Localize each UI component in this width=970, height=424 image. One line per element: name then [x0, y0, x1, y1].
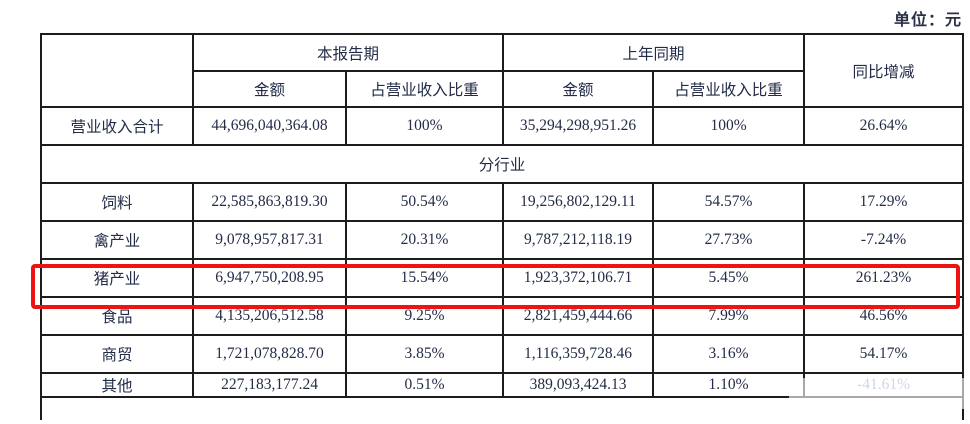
cell-current-share: 100% — [344, 106, 505, 146]
row-label: 其他 — [40, 372, 194, 398]
table-row-other: 其他 227,183,177.24 0.51% 389,093,424.13 1… — [40, 372, 965, 398]
corner-blank-cell — [40, 33, 194, 108]
cell-yoy: 54.17% — [803, 334, 965, 374]
row-label: 禽产业 — [40, 220, 194, 260]
header-yoy-change: 同比增减 — [803, 33, 965, 108]
header-current-period: 本报告期 — [191, 33, 505, 72]
row-label: 营业收入合计 — [40, 106, 194, 146]
cell-prior-amount: 35,294,298,951.26 — [502, 106, 655, 146]
cell-prior-amount: 1,116,359,728.46 — [502, 334, 655, 374]
cell-prior-share: 54.57% — [652, 182, 806, 222]
cell-prior-share: 5.45% — [652, 258, 806, 298]
cell-yoy: 17.29% — [803, 182, 965, 222]
section-divider-row: 分行业 — [39, 144, 965, 184]
header-row-periods: 本报告期 上年同期 同比增减 — [40, 33, 965, 108]
header-row-measures: 金额 占营业收入比重 金额 占营业收入比重 — [41, 70, 963, 108]
row-label: 食品 — [40, 296, 194, 336]
cell-yoy: -7.24% — [803, 220, 965, 260]
cell-prior-share: 27.73% — [652, 220, 806, 260]
cell-yoy-faded: -41.61% — [803, 372, 965, 398]
revenue-by-industry-table: 本报告期 上年同期 同比增减 金额 占营业收入比重 金额 占营业收入比重 营业收… — [39, 33, 965, 420]
row-label: 饲料 — [40, 182, 194, 222]
cutoff-next-row — [39, 396, 965, 420]
cell-yoy: 261.23% — [803, 258, 965, 298]
cell-prior-amount: 2,821,459,444.66 — [502, 296, 655, 336]
cell-prior-amount: 9,787,212,118.19 — [502, 220, 655, 260]
cell-current-amount: 1,721,078,828.70 — [192, 334, 347, 374]
header-current-amount: 金额 — [192, 70, 347, 108]
cell-yoy: 46.56% — [803, 296, 965, 336]
cell-yoy: 26.64% — [803, 106, 965, 146]
cell-current-amount: 6,947,750,208.95 — [192, 258, 347, 298]
cell-prior-share: 1.10% — [652, 372, 806, 398]
cell-current-share: 9.25% — [344, 296, 505, 336]
cell-current-share: 20.31% — [344, 220, 505, 260]
table-row-commerce: 商贸 1,721,078,828.70 3.85% 1,116,359,728.… — [40, 334, 965, 374]
cell-current-share: 0.51% — [344, 372, 505, 398]
table-row-pig-highlighted: 猪产业 6,947,750,208.95 15.54% 1,923,372,10… — [40, 258, 965, 298]
cell-current-amount: 44,696,040,364.08 — [192, 106, 347, 146]
cell-prior-share: 7.99% — [652, 296, 806, 336]
cell-current-amount: 22,585,863,819.30 — [192, 182, 347, 222]
total-revenue-row: 营业收入合计 44,696,040,364.08 100% 35,294,298… — [40, 106, 965, 146]
row-label: 猪产业 — [40, 258, 194, 298]
header-prior-share: 占营业收入比重 — [652, 70, 806, 108]
cell-current-amount: 227,183,177.24 — [192, 372, 347, 398]
cell-prior-amount: 19,256,802,129.11 — [502, 182, 655, 222]
cutoff-cell — [39, 396, 965, 420]
header-current-share: 占营业收入比重 — [344, 70, 505, 108]
section-label: 分行业 — [39, 144, 965, 184]
cell-current-amount: 9,078,957,817.31 — [192, 220, 347, 260]
cell-current-share: 15.54% — [344, 258, 505, 298]
cell-current-share: 50.54% — [344, 182, 505, 222]
cell-current-share: 3.85% — [344, 334, 505, 374]
table-row-poultry: 禽产业 9,078,957,817.31 20.31% 9,787,212,11… — [40, 220, 965, 260]
cell-prior-share: 100% — [652, 106, 806, 146]
table-row-food: 食品 4,135,206,512.58 9.25% 2,821,459,444.… — [40, 296, 965, 336]
cell-prior-amount: 389,093,424.13 — [502, 372, 655, 398]
row-label: 商贸 — [40, 334, 194, 374]
cell-prior-share: 3.16% — [652, 334, 806, 374]
table-row-feed: 饲料 22,585,863,819.30 50.54% 19,256,802,1… — [40, 182, 965, 222]
header-prior-amount: 金额 — [502, 70, 655, 108]
header-prior-period: 上年同期 — [502, 33, 806, 72]
cell-prior-amount: 1,923,372,106.71 — [502, 258, 655, 298]
unit-label: 单位：元 — [893, 12, 962, 29]
cell-current-amount: 4,135,206,512.58 — [192, 296, 347, 336]
